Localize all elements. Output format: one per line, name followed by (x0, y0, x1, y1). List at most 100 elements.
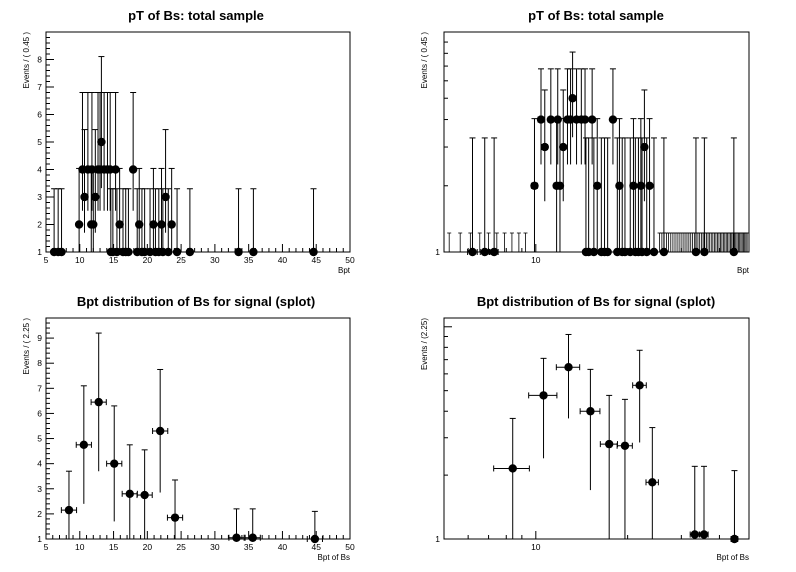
data-marker (64, 505, 74, 515)
chart-panel-4: Bpt distribution of Bs for signal (splot… (420, 294, 750, 562)
x-tick-label: 35 (244, 542, 254, 552)
data-point (587, 68, 597, 165)
data-marker (604, 439, 614, 449)
y-axis-label: Events / ( 2.25 ) (22, 318, 31, 375)
data-marker (568, 94, 577, 103)
x-tick-label: 50 (345, 542, 355, 552)
y-tick-label: 5 (37, 137, 42, 147)
y-tick-label: 2 (37, 509, 42, 519)
chart-panel-1: pT of Bs: total sample Bpt Events / ( 0.45… (22, 8, 355, 275)
data-point (608, 68, 618, 165)
data-point (244, 508, 261, 542)
data-point (57, 188, 66, 257)
data-point (479, 137, 490, 257)
data-point (579, 368, 601, 491)
data-marker (640, 142, 649, 152)
data-point (306, 510, 323, 544)
x-tick-label: 10 (531, 542, 541, 552)
y-tick-label: 4 (37, 165, 42, 175)
data-point (555, 118, 565, 252)
data-marker (249, 247, 258, 257)
data-marker (170, 513, 180, 522)
data-point (166, 479, 184, 539)
chart-panel-2: pT of Bs: total sample Bpt Events / ( 0.45… (420, 8, 750, 275)
x-tick-label: 10 (75, 542, 85, 552)
data-point (632, 349, 647, 443)
data-point (89, 167, 98, 252)
data-point (636, 118, 646, 252)
data-marker (112, 247, 122, 257)
y-tick-label: 8 (37, 55, 42, 65)
data-point (637, 137, 647, 257)
y-tick-label: 8 (37, 358, 42, 368)
data-point (593, 118, 602, 252)
data-marker (539, 391, 548, 400)
data-marker (161, 192, 170, 202)
data-marker (690, 530, 699, 539)
data-marker (57, 247, 66, 257)
y-tick-label: 9 (37, 333, 42, 343)
x-tick-label: 45 (311, 542, 321, 552)
data-point (115, 167, 124, 252)
data-marker (620, 441, 630, 450)
y-tick-label: 1 (435, 247, 440, 257)
data-marker (97, 137, 106, 147)
data-point (249, 188, 258, 257)
y-tick-label: 1 (37, 247, 42, 257)
data-marker (636, 181, 646, 190)
data-point (80, 129, 89, 233)
data-marker (110, 459, 119, 468)
data-marker (74, 220, 84, 229)
data-point (97, 56, 106, 189)
data-marker (580, 115, 590, 124)
data-marker (649, 247, 659, 257)
data-point (60, 470, 78, 539)
data-marker (546, 115, 556, 124)
x-tick-label: 15 (109, 255, 119, 265)
x-tick-label: 30 (210, 542, 220, 552)
data-point (530, 118, 539, 252)
data-point (152, 368, 169, 493)
data-point (128, 92, 138, 211)
data-marker (536, 115, 546, 124)
data-marker (635, 381, 644, 390)
data-marker (80, 192, 89, 202)
data-marker (157, 220, 166, 229)
x-tick-label: 50 (345, 255, 355, 265)
data-marker (234, 247, 243, 257)
data-point (75, 385, 92, 504)
chart-title: pT of Bs: total sample (128, 8, 264, 23)
data-marker (603, 247, 612, 257)
data-marker (155, 426, 165, 436)
x-tick-label: 40 (278, 542, 288, 552)
data-point (91, 129, 100, 233)
data-point (613, 137, 622, 257)
data-point (164, 188, 173, 257)
data-point (161, 129, 170, 233)
data-point (74, 167, 84, 252)
data-marker (172, 247, 182, 257)
data-marker (91, 192, 100, 202)
data-marker (140, 490, 149, 500)
data-marker (128, 165, 138, 174)
y-tick-label: 5 (37, 434, 42, 444)
data-point (589, 137, 599, 257)
data-marker (164, 247, 173, 257)
x-tick-label: 20 (143, 542, 153, 552)
data-point (111, 92, 120, 211)
data-marker (587, 115, 597, 124)
y-tick-label: 7 (37, 383, 42, 393)
data-marker (309, 247, 318, 257)
data-marker (730, 534, 739, 544)
data-point (615, 118, 624, 252)
x-axis-label: Bpt of Bs (318, 553, 350, 562)
data-marker (648, 478, 657, 487)
data-marker (111, 165, 120, 174)
data-point (136, 449, 153, 539)
data-marker (608, 115, 618, 124)
data-marker (553, 115, 562, 124)
data-marker (89, 220, 98, 229)
data-point (555, 333, 581, 419)
data-point (528, 357, 558, 459)
y-tick-label: 6 (37, 110, 42, 120)
